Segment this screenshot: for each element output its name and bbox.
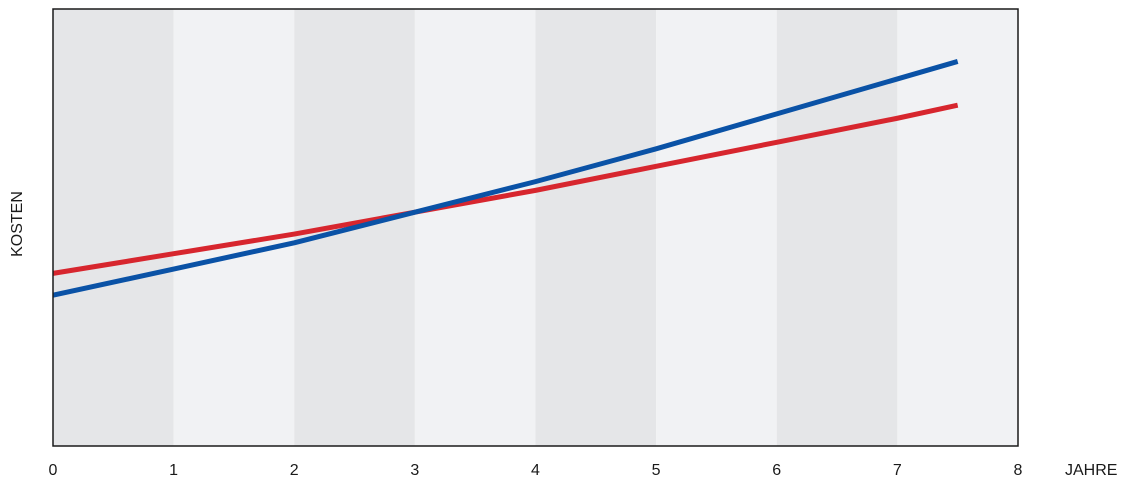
background-band bbox=[535, 9, 657, 446]
background-band bbox=[776, 9, 898, 446]
plot-frame bbox=[52, 8, 1019, 447]
background-band bbox=[897, 9, 1018, 446]
x-tick-label: 7 bbox=[893, 462, 902, 479]
y-axis-label: KOSTEN bbox=[9, 191, 26, 257]
x-tick-label: 8 bbox=[1014, 462, 1023, 479]
series-line-2 bbox=[52, 59, 959, 298]
x-axis-label: JAHRE bbox=[1065, 462, 1117, 479]
x-tick-label: 0 bbox=[49, 462, 58, 479]
background-bands bbox=[53, 9, 1018, 446]
x-tick-label: 3 bbox=[410, 462, 419, 479]
x-tick-labels: 0 1 2 3 4 5 6 7 8 bbox=[49, 462, 1023, 479]
background-band bbox=[173, 9, 295, 446]
series-lines bbox=[52, 59, 959, 298]
x-tick-label: 2 bbox=[290, 462, 299, 479]
x-tick-label: 5 bbox=[652, 462, 661, 479]
background-band bbox=[656, 9, 777, 446]
x-tick-label: 4 bbox=[531, 462, 540, 479]
series-line-1 bbox=[52, 102, 959, 276]
x-tick-label: 1 bbox=[169, 462, 178, 479]
background-band bbox=[414, 9, 536, 446]
background-band bbox=[53, 9, 174, 446]
x-tick-label: 6 bbox=[772, 462, 781, 479]
